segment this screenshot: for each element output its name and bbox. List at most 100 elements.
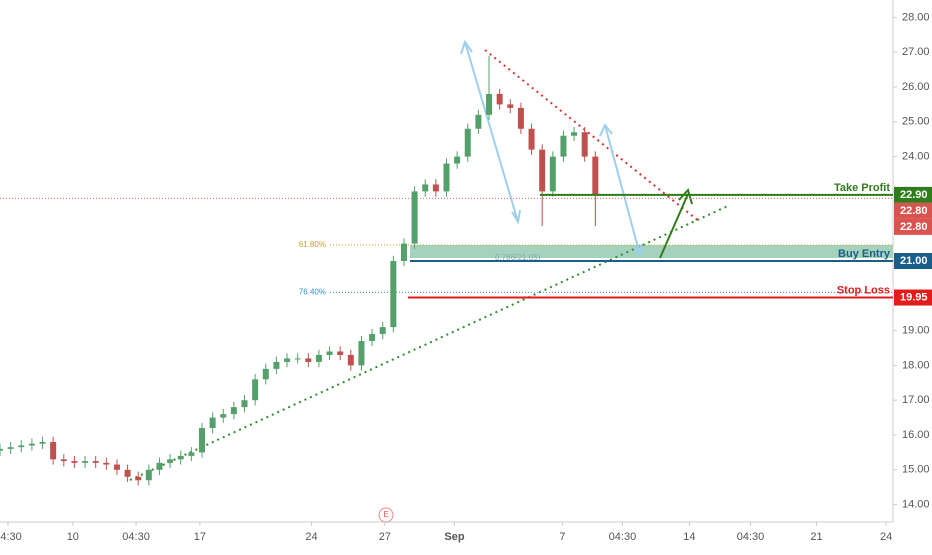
x-tick-label: 21 bbox=[810, 531, 822, 543]
candle-body bbox=[305, 358, 312, 362]
candle-body bbox=[496, 93, 503, 105]
candle-body bbox=[252, 379, 259, 401]
candle-body bbox=[156, 462, 163, 470]
candle-body bbox=[539, 149, 546, 192]
candle-body bbox=[528, 128, 535, 150]
x-tick-label: 04:30 bbox=[609, 531, 637, 543]
candle-body bbox=[284, 358, 291, 362]
price-box bbox=[894, 253, 932, 269]
candle-body bbox=[220, 414, 227, 418]
candle-body bbox=[337, 351, 344, 355]
candle-body bbox=[347, 354, 354, 366]
candle-body bbox=[241, 400, 248, 408]
candle-body bbox=[50, 441, 57, 460]
x-tick-label: 24 bbox=[305, 531, 317, 543]
x-tick-label: 27 bbox=[379, 531, 391, 543]
candle-body bbox=[167, 459, 174, 463]
candle-body bbox=[39, 441, 46, 444]
candle-body bbox=[188, 452, 195, 456]
y-tick-label: 28.00 bbox=[902, 11, 930, 23]
candle-body bbox=[294, 358, 301, 360]
candle-body bbox=[7, 447, 14, 449]
price-box-label: 22.80 bbox=[900, 221, 928, 233]
price-box-label: 19.95 bbox=[900, 291, 928, 303]
candle-body bbox=[124, 469, 131, 477]
x-tick-label: Sep bbox=[444, 531, 464, 543]
x-tick-label: 10 bbox=[67, 531, 79, 543]
x-tick-label: 17 bbox=[194, 531, 206, 543]
candle-body bbox=[135, 476, 142, 481]
price-box-label: 22.80 bbox=[900, 205, 928, 217]
x-tick-label: 04:30 bbox=[737, 531, 765, 543]
candle-body bbox=[71, 461, 78, 463]
price-box bbox=[894, 202, 932, 219]
support-trendline bbox=[129, 204, 731, 481]
candle-body bbox=[581, 132, 588, 157]
y-tick-label: 19.00 bbox=[902, 325, 930, 337]
event-marker-label: E bbox=[383, 510, 388, 519]
candle-body bbox=[28, 443, 35, 446]
price-box bbox=[894, 218, 932, 235]
y-tick-label: 16.00 bbox=[902, 429, 930, 441]
projection-arrows bbox=[460, 39, 643, 258]
candle-body bbox=[379, 327, 386, 335]
x-tick-label: 7 bbox=[559, 531, 565, 543]
candle-body bbox=[230, 407, 237, 415]
candle-body bbox=[443, 163, 450, 192]
candle-body bbox=[209, 417, 216, 429]
x-tick-label: 04:30 bbox=[0, 531, 22, 543]
y-tick-label: 24.00 bbox=[902, 151, 930, 163]
candle-body bbox=[390, 261, 397, 328]
candle-body bbox=[177, 455, 184, 460]
fib-label: 76.40% bbox=[299, 287, 326, 296]
candle-body bbox=[358, 341, 365, 366]
candle-body bbox=[400, 243, 407, 261]
candle-body bbox=[262, 368, 269, 380]
price-box-label: 21.00 bbox=[900, 255, 928, 267]
resistance-trendline bbox=[484, 49, 701, 223]
candle-body bbox=[315, 354, 322, 362]
y-tick-label: 26.00 bbox=[902, 81, 930, 93]
candle-body bbox=[18, 445, 25, 448]
fib-label: 61.80% bbox=[299, 240, 326, 249]
candle-body bbox=[113, 464, 120, 470]
candle-body bbox=[92, 461, 99, 463]
y-tick-label: 17.00 bbox=[902, 394, 930, 406]
y-tick-label: 25.00 bbox=[902, 116, 930, 128]
entry-arrow bbox=[659, 187, 693, 259]
y-tick-label: 14.00 bbox=[902, 499, 930, 511]
candle-body bbox=[454, 156, 461, 164]
y-tick-label: 15.00 bbox=[902, 464, 930, 476]
candle-body bbox=[432, 184, 439, 192]
candle-body bbox=[0, 448, 3, 451]
candle-body bbox=[592, 156, 599, 195]
candle-body bbox=[517, 107, 524, 129]
candle-body bbox=[198, 428, 205, 453]
x-tick-label: 24 bbox=[880, 531, 892, 543]
candle-body bbox=[326, 351, 333, 355]
level-label: Stop Loss bbox=[837, 284, 890, 296]
candle-body bbox=[571, 132, 578, 136]
candle-body bbox=[369, 334, 376, 342]
fib-note: 0.786(21.05) bbox=[495, 253, 541, 262]
level-label: Take Profit bbox=[834, 182, 890, 194]
candle-body bbox=[103, 462, 110, 465]
y-tick-label: 18.00 bbox=[902, 359, 930, 371]
candle-body bbox=[411, 191, 418, 244]
candle-body bbox=[549, 156, 556, 192]
candle-body bbox=[507, 104, 514, 108]
price-box bbox=[894, 186, 932, 203]
x-tick-label: 04:30 bbox=[122, 531, 150, 543]
candle-body bbox=[486, 93, 493, 115]
level-label: Buy Entry bbox=[838, 248, 891, 260]
candle-body bbox=[560, 135, 567, 157]
candle-body bbox=[464, 128, 471, 157]
price-box-label: 22.90 bbox=[900, 189, 928, 201]
price-box bbox=[894, 289, 932, 306]
candle-body bbox=[145, 469, 152, 481]
x-tick-label: 14 bbox=[683, 531, 695, 543]
candle-body bbox=[475, 114, 482, 129]
candle-body bbox=[422, 184, 429, 192]
candle-body bbox=[82, 461, 89, 463]
